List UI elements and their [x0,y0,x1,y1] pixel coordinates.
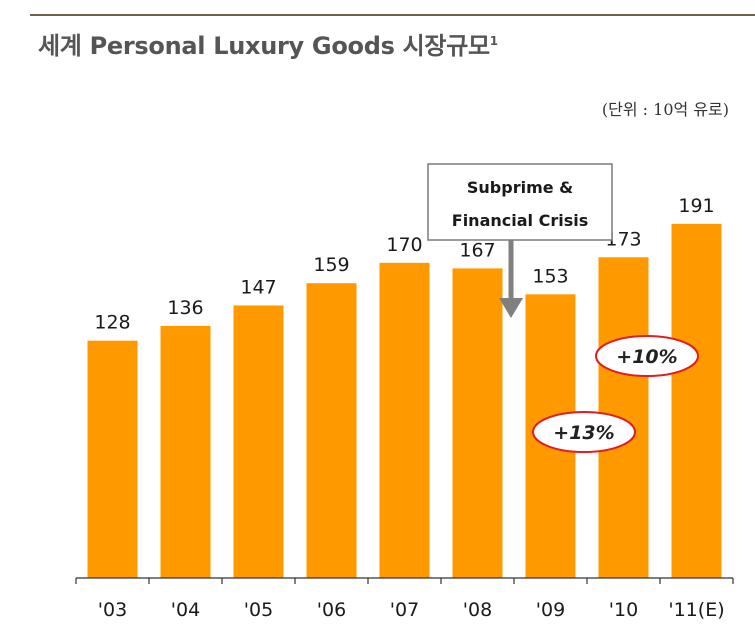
category-label: '10 [609,599,638,621]
category-label: '06 [317,599,346,621]
bar-value-label: 170 [386,234,422,256]
growth-ellipse-10 [595,335,699,377]
title-rule [30,14,755,16]
category-label: '11(E) [668,599,724,621]
bar-value-label: 173 [605,228,641,250]
bar-value-label: 136 [167,297,203,319]
bar-04 [160,325,211,578]
bar-11E [671,223,722,579]
title-footnote-marker: 1 [489,34,498,48]
category-label: '09 [536,599,565,621]
bar-value-label: 191 [678,195,714,217]
bar-07 [379,262,430,578]
growth-badge-13: +13% [532,411,636,453]
category-label: '05 [244,599,273,621]
growth-label-13: +13% [553,422,614,444]
category-label: '03 [98,599,127,621]
crisis-callout-line-2: Financial Crisis [452,211,588,230]
bar-05 [233,305,284,578]
bar-03 [87,340,138,578]
x-axis-ticks [75,578,734,584]
bar-06 [306,283,357,578]
category-label: '07 [390,599,419,621]
bar-value-label: 128 [94,312,130,334]
bar-value-label: 153 [532,265,568,287]
growth-label-10: +10% [616,346,677,368]
bar-value-label: 147 [240,276,276,298]
chart-title-text: 세계 Personal Luxury Goods 시장규모 [38,32,490,60]
bar-value-label: 159 [313,254,349,276]
crisis-arrow-head [499,298,523,318]
bars-group [87,223,722,579]
category-label: '08 [463,599,492,621]
crisis-callout-line-1: Subprime & [467,178,573,197]
bar-08 [452,268,503,578]
category-labels-group: '03 '04 '05 '06 '07 '08 '09 '10 '11(E) [98,599,725,621]
crisis-callout-box [427,163,613,241]
growth-ellipse-13 [532,411,636,453]
growth-badge-10: +10% [595,335,699,377]
bar-value-label: 167 [459,239,495,261]
value-labels-group: 128 136 147 159 170 167 153 173 191 [94,195,714,334]
category-label: '04 [171,599,200,621]
crisis-callout: Subprime & Financial Crisis [427,163,613,318]
unit-note: (단위 : 10억 유로) [601,100,729,119]
chart-title: 세계 Personal Luxury Goods 시장규모1 [38,26,498,61]
